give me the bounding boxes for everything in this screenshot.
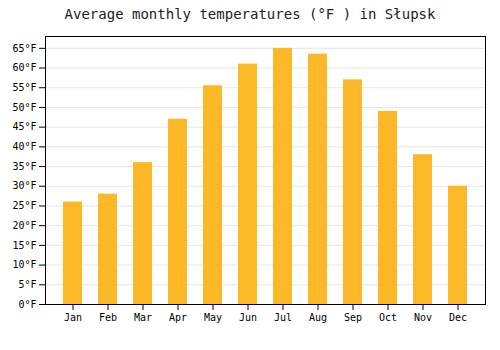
svg-text:Jan: Jan xyxy=(64,312,82,323)
svg-text:25°F: 25°F xyxy=(12,200,36,211)
svg-text:Feb: Feb xyxy=(99,312,117,323)
svg-text:0°F: 0°F xyxy=(18,299,36,310)
svg-text:45°F: 45°F xyxy=(12,121,36,132)
svg-text:5°F: 5°F xyxy=(18,279,36,290)
svg-text:Mar: Mar xyxy=(134,312,152,323)
svg-text:Nov: Nov xyxy=(414,312,432,323)
svg-text:Apr: Apr xyxy=(169,312,187,323)
svg-text:30°F: 30°F xyxy=(12,180,36,191)
svg-text:60°F: 60°F xyxy=(12,62,36,73)
svg-text:35°F: 35°F xyxy=(12,161,36,172)
svg-text:Jun: Jun xyxy=(239,312,257,323)
svg-text:Sep: Sep xyxy=(344,312,362,323)
svg-text:50°F: 50°F xyxy=(12,102,36,113)
svg-text:10°F: 10°F xyxy=(12,259,36,270)
svg-text:15°F: 15°F xyxy=(12,240,36,251)
svg-text:20°F: 20°F xyxy=(12,220,36,231)
svg-text:May: May xyxy=(204,312,222,323)
svg-text:Aug: Aug xyxy=(309,312,327,323)
svg-text:55°F: 55°F xyxy=(12,82,36,93)
svg-text:Dec: Dec xyxy=(449,312,467,323)
svg-text:65°F: 65°F xyxy=(12,43,36,54)
svg-text:Jul: Jul xyxy=(274,312,292,323)
svg-text:Oct: Oct xyxy=(379,312,397,323)
html-text:Average monthly temperatures (: Average monthly temperatures (°F ) in Sł… xyxy=(64,6,436,22)
svg-text:40°F: 40°F xyxy=(12,141,36,152)
